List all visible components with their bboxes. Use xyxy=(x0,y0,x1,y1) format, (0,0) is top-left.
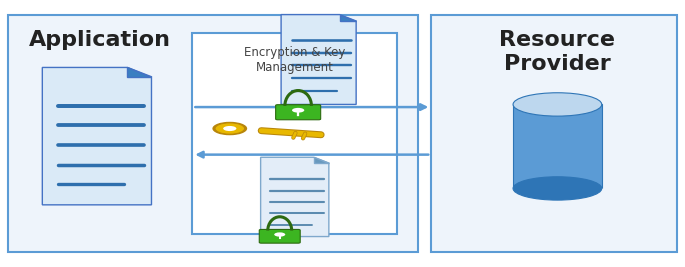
Polygon shape xyxy=(314,157,329,163)
Ellipse shape xyxy=(513,177,601,200)
Polygon shape xyxy=(513,104,601,189)
Ellipse shape xyxy=(513,93,601,116)
FancyBboxPatch shape xyxy=(8,15,418,252)
FancyBboxPatch shape xyxy=(259,229,300,243)
Text: Encryption & Key
Management: Encryption & Key Management xyxy=(244,46,345,74)
Circle shape xyxy=(292,108,304,113)
FancyBboxPatch shape xyxy=(275,105,321,120)
Text: Resource
Provider: Resource Provider xyxy=(499,30,615,74)
FancyBboxPatch shape xyxy=(192,33,397,234)
Polygon shape xyxy=(340,15,356,21)
Text: Application: Application xyxy=(29,30,171,50)
Polygon shape xyxy=(260,157,329,237)
Polygon shape xyxy=(127,68,151,77)
Circle shape xyxy=(212,122,247,135)
Circle shape xyxy=(215,123,245,134)
Circle shape xyxy=(223,126,236,131)
Circle shape xyxy=(274,232,285,237)
FancyBboxPatch shape xyxy=(431,15,677,252)
Polygon shape xyxy=(281,15,356,104)
Polygon shape xyxy=(42,68,151,205)
